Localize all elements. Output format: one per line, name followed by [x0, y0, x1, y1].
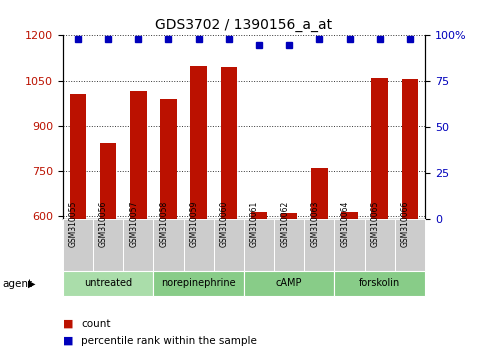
Bar — [402, 79, 418, 219]
Bar — [63, 271, 154, 296]
Text: ■: ■ — [63, 319, 73, 329]
Bar — [100, 143, 116, 219]
Bar — [341, 212, 358, 219]
Text: count: count — [81, 319, 111, 329]
Bar — [221, 67, 237, 219]
Bar — [334, 271, 425, 296]
Text: untreated: untreated — [84, 278, 132, 288]
Bar — [130, 91, 146, 219]
Bar — [123, 219, 154, 271]
Bar — [371, 78, 388, 219]
Bar — [244, 219, 274, 271]
Text: GSM310055: GSM310055 — [69, 200, 78, 247]
Bar — [213, 219, 244, 271]
Text: cAMP: cAMP — [276, 278, 302, 288]
Bar — [160, 99, 177, 219]
Bar — [184, 219, 213, 271]
Bar — [63, 219, 93, 271]
Bar — [244, 271, 334, 296]
Text: GSM310063: GSM310063 — [311, 200, 319, 247]
Bar — [311, 167, 327, 219]
Text: GSM310065: GSM310065 — [371, 200, 380, 247]
Bar — [365, 219, 395, 271]
Bar — [93, 219, 123, 271]
Text: agent: agent — [2, 279, 32, 289]
Bar — [334, 219, 365, 271]
Text: ▶: ▶ — [28, 279, 36, 289]
Text: GSM310066: GSM310066 — [401, 200, 410, 247]
Text: GSM310057: GSM310057 — [129, 200, 138, 247]
Bar — [304, 219, 334, 271]
Bar — [281, 213, 298, 219]
Text: ■: ■ — [63, 336, 73, 346]
Bar — [190, 65, 207, 219]
Text: GSM310062: GSM310062 — [280, 200, 289, 247]
Text: percentile rank within the sample: percentile rank within the sample — [81, 336, 257, 346]
Text: GSM310064: GSM310064 — [341, 200, 350, 247]
Text: forskolin: forskolin — [359, 278, 400, 288]
Text: norepinephrine: norepinephrine — [161, 278, 236, 288]
Text: GSM310059: GSM310059 — [190, 200, 199, 247]
Text: GSM310061: GSM310061 — [250, 200, 259, 247]
Bar — [70, 94, 86, 219]
Bar — [274, 219, 304, 271]
Bar — [154, 271, 244, 296]
Text: GSM310060: GSM310060 — [220, 200, 229, 247]
Text: GSM310056: GSM310056 — [99, 200, 108, 247]
Bar — [154, 219, 184, 271]
Bar — [251, 212, 267, 219]
Bar — [395, 219, 425, 271]
Title: GDS3702 / 1390156_a_at: GDS3702 / 1390156_a_at — [156, 18, 332, 32]
Text: GSM310058: GSM310058 — [159, 200, 169, 247]
